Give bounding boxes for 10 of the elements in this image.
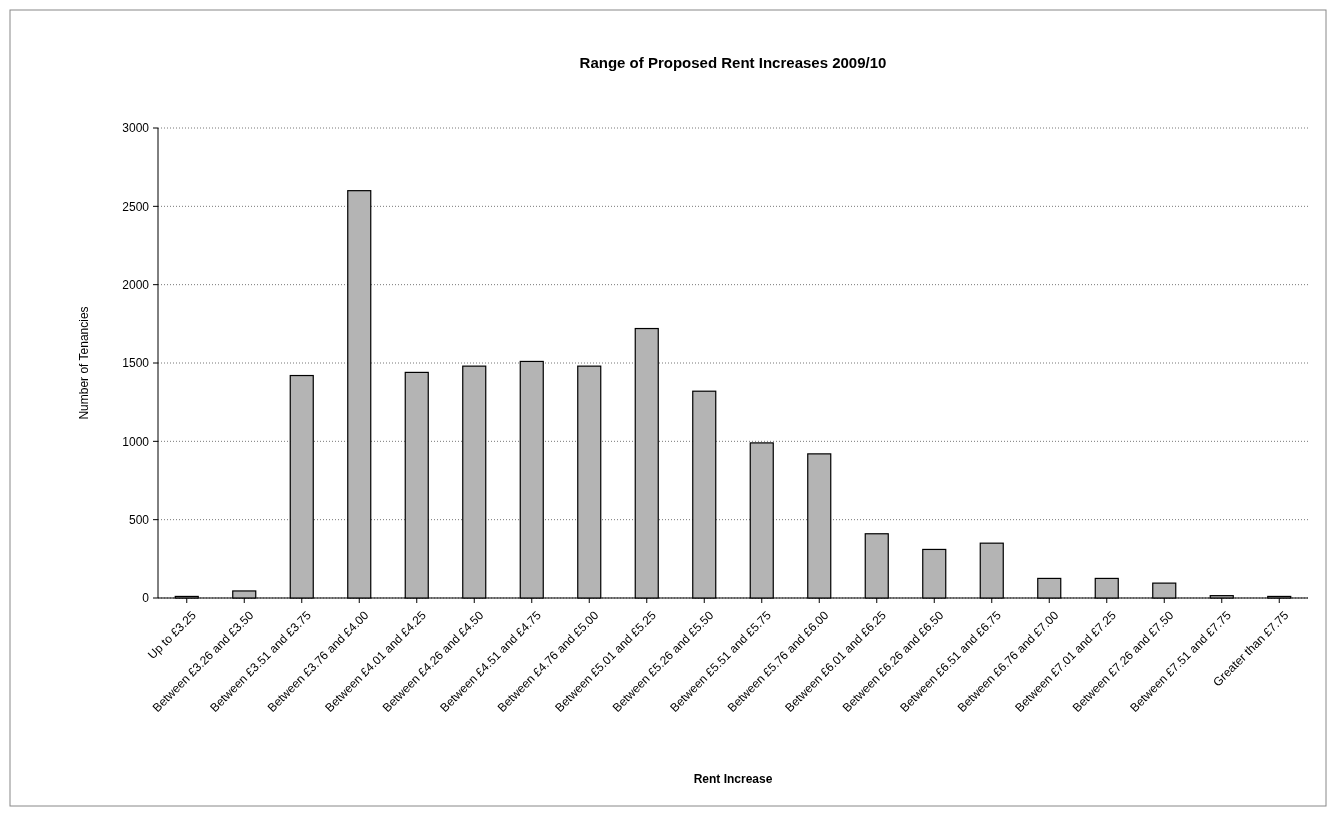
y-tick-label: 500 <box>128 512 150 527</box>
y-tick-label: 0 <box>142 591 150 606</box>
y-tick-label: 2000 <box>122 277 150 292</box>
chart-title: Range of Proposed Rent Increases 2009/10 <box>579 54 887 71</box>
y-tick-label: 1500 <box>122 356 150 371</box>
y-tick-label: 2500 <box>122 199 150 214</box>
y-tick-label: 1000 <box>122 434 150 449</box>
y-axis-title: Number of Tenancies <box>77 306 91 420</box>
x-axis-title: Rent Increase <box>693 772 773 786</box>
y-tick-label: 3000 <box>122 121 150 136</box>
